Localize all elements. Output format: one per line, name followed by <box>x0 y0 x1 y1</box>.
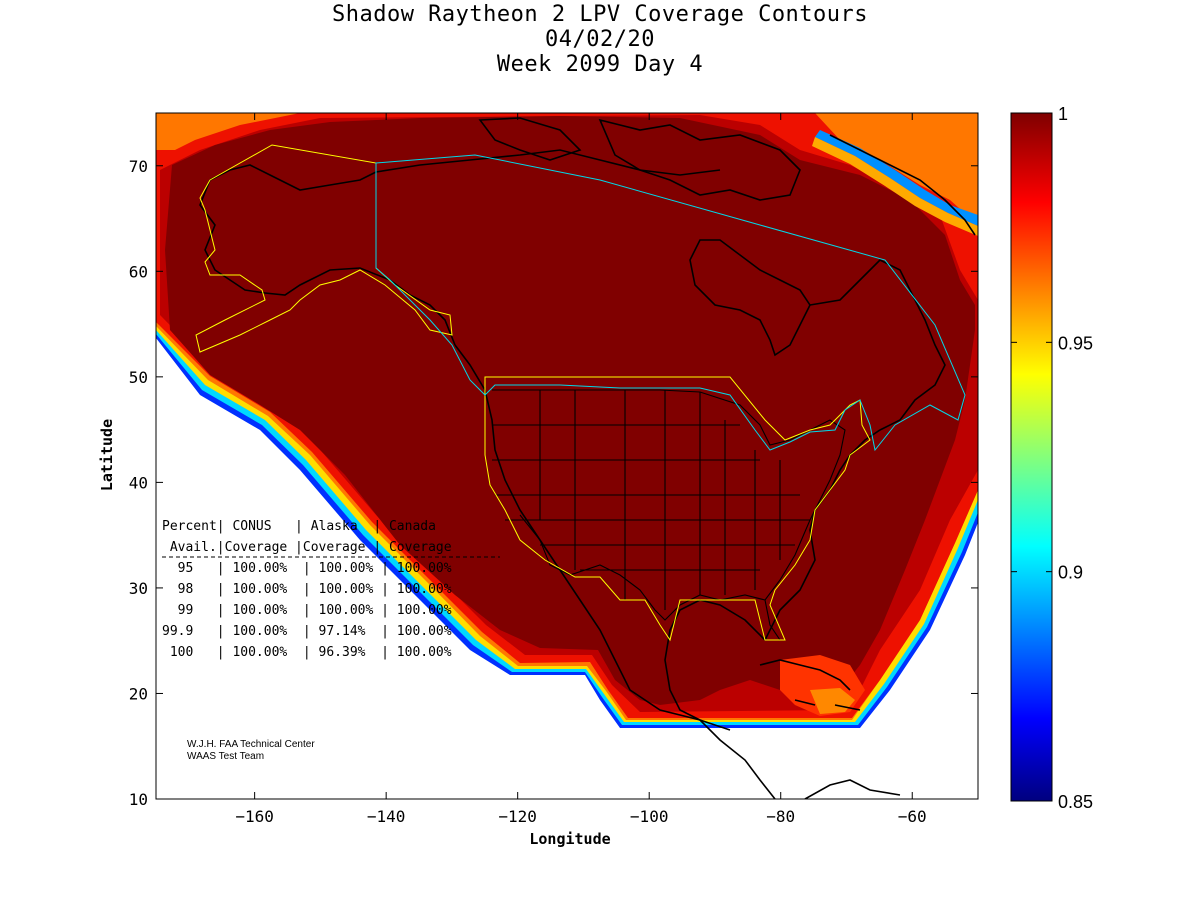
state-grid-h <box>492 424 810 571</box>
y-tick-label: 30 <box>129 579 148 598</box>
conus-service-boundary <box>484 376 871 642</box>
coverage-core-region <box>165 116 975 705</box>
state-grid-v <box>539 390 781 610</box>
caribbean-islands <box>759 659 861 711</box>
us-outline <box>492 389 846 641</box>
x-tick-label: −80 <box>766 807 795 826</box>
pacific-nw-coast <box>454 344 731 731</box>
x-axis-ticks: −160 −140 −120 −100 −80 −60 <box>235 113 927 826</box>
y-tick-label: 70 <box>129 157 148 176</box>
colorbar-tick-label: 1 <box>1058 104 1068 124</box>
y-tick-label: 20 <box>129 684 148 703</box>
table-header-1: Percent| CONUS | Alaska | Canada <box>162 519 436 534</box>
availability-table: Percent| CONUS | Alaska | Canada Avail.|… <box>162 519 500 660</box>
table-row: 95 | 100.00% | 100.00% | 100.00% <box>162 561 452 576</box>
y-axis-ticks: 10 20 30 40 50 60 70 <box>129 157 978 809</box>
y-tick-label: 10 <box>129 790 148 809</box>
us-state-borders <box>492 389 846 641</box>
y-tick-label: 40 <box>129 473 148 492</box>
canada-service-boundary <box>375 154 966 452</box>
y-tick-label: 60 <box>129 262 148 281</box>
colorbar-tick-label: 0.95 <box>1058 333 1093 353</box>
credit-line-1: W.J.H. FAA Technical Center <box>187 739 315 750</box>
alaska-service-boundary <box>195 144 453 353</box>
y-tick-label: 50 <box>129 368 148 387</box>
alaska-west-coast <box>199 179 456 346</box>
central-america <box>699 719 901 799</box>
greenland-coast <box>829 134 976 236</box>
plot-frame <box>155 112 979 800</box>
credit-line-2: WAAS Test Team <box>187 751 264 762</box>
table-row: 99 | 100.00% | 100.00% | 100.00% <box>162 603 452 618</box>
x-tick-label: −140 <box>367 807 406 826</box>
labrador-coast <box>764 259 946 641</box>
hudson-bay <box>689 239 811 357</box>
x-tick-label: −120 <box>498 807 537 826</box>
x-tick-label: −160 <box>235 807 274 826</box>
chart-week-day: Week 2099 Day 4 <box>496 52 704 77</box>
arctic-coast <box>375 149 721 176</box>
coverage-contours <box>156 113 978 728</box>
chart-title: Shadow Raytheon 2 LPV Coverage Contours <box>331 2 869 27</box>
table-header-2: Avail.|Coverage |Coverage | Coverage <box>162 540 452 555</box>
x-axis-title: Longitude <box>529 830 610 848</box>
chart-date: 04/02/20 <box>545 27 655 52</box>
canada-islands-2 <box>478 117 582 161</box>
colorbar-tick-label: 0.9 <box>1058 563 1083 583</box>
table-row: 98 | 100.00% | 100.00% | 100.00% <box>162 582 452 597</box>
colorbar-ticks: 1 0.95 0.9 0.85 <box>1011 104 1093 812</box>
greenland-fringe-yellow <box>812 137 978 236</box>
y-axis-title: Latitude <box>98 419 116 491</box>
alaska-coast <box>209 164 377 191</box>
colorbar <box>1010 112 1053 802</box>
x-tick-label: −100 <box>630 807 669 826</box>
canada-islands-1 <box>598 118 801 201</box>
table-row: 100 | 100.00% | 96.39% | 100.00% <box>162 645 452 660</box>
coastlines <box>199 117 976 799</box>
greenland-fringe <box>815 130 978 226</box>
x-tick-label: −60 <box>898 807 927 826</box>
colorbar-tick-label: 0.85 <box>1058 792 1093 812</box>
table-row: 99.9 | 100.00% | 97.14% | 100.00% <box>162 624 452 639</box>
